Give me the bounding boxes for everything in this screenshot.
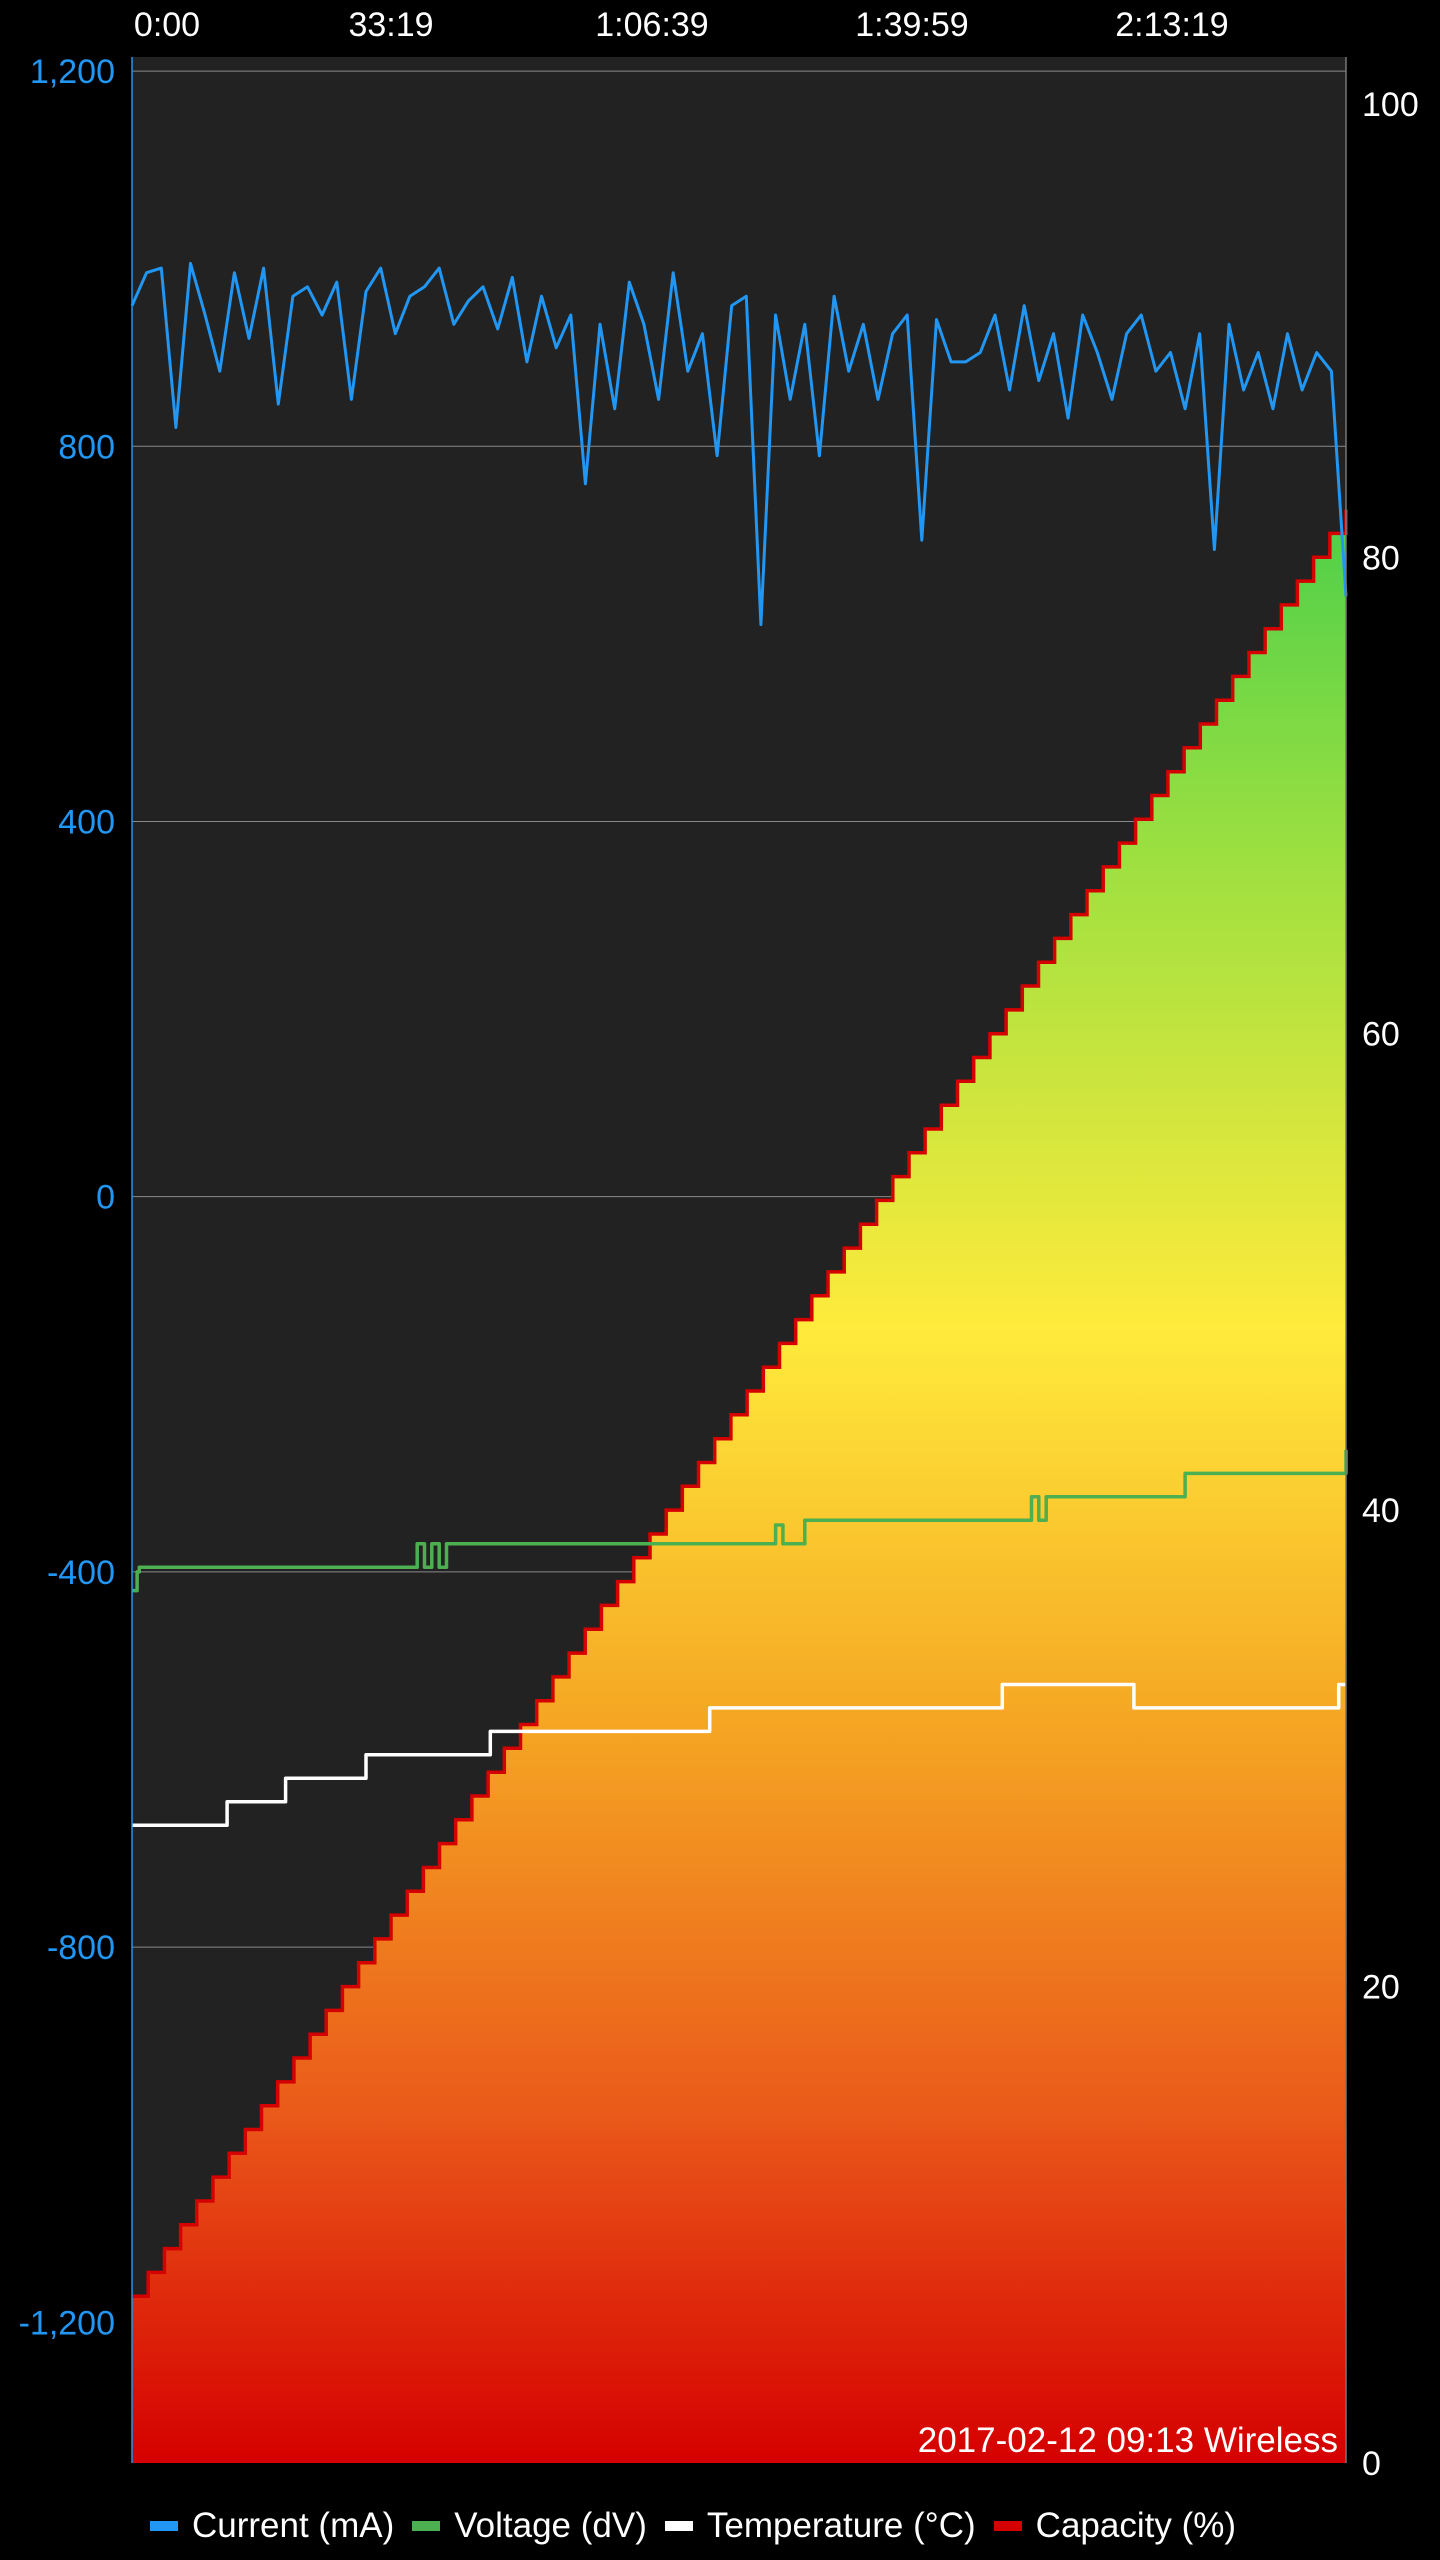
x-tick-label: 33:19 xyxy=(348,6,433,44)
x-tick-label: 1:39:59 xyxy=(855,6,968,44)
left-tick-label: 800 xyxy=(58,428,115,466)
left-tick-label: 1,200 xyxy=(30,53,115,91)
left-tick-label: 400 xyxy=(58,803,115,841)
left-tick-label: -800 xyxy=(47,1929,115,1967)
left-tick-label: -400 xyxy=(47,1554,115,1592)
legend-swatch-voltage xyxy=(412,2521,441,2531)
capacity-line xyxy=(132,509,1348,2298)
legend-swatch-temperature xyxy=(664,2521,693,2531)
legend-item-capacity: Capacity (%) xyxy=(993,2506,1236,2546)
legend-item-voltage: Voltage (dV) xyxy=(412,2506,647,2546)
legend-label-capacity: Capacity (%) xyxy=(1035,2506,1236,2545)
left-tick-label: -1,200 xyxy=(19,2304,115,2342)
right-tick-label: 60 xyxy=(1362,1016,1400,1054)
legend-swatch-capacity xyxy=(993,2521,1022,2531)
left-tick-label: 0 xyxy=(96,1179,115,1217)
line-series xyxy=(130,261,1348,1827)
right-axis-ticks: 100 80 60 40 20 0 xyxy=(1362,86,1419,2483)
right-tick-label: 100 xyxy=(1362,86,1419,124)
voltage-line xyxy=(132,1449,1348,1593)
capacity-area xyxy=(132,509,1346,2464)
x-tick-label: 0:00 xyxy=(134,6,200,44)
capacity-series xyxy=(132,509,1348,2464)
legend-item-temperature: Temperature (°C) xyxy=(664,2506,976,2546)
right-tick-label: 40 xyxy=(1362,1492,1400,1530)
x-axis-ticks: 0:00 33:19 1:06:39 1:39:59 2:13:19 xyxy=(134,6,1229,44)
x-tick-label: 1:06:39 xyxy=(595,6,708,44)
x-tick-label: 2:13:19 xyxy=(1115,6,1228,44)
left-axis-ticks: 1,200 800 400 0 -400 -800 -1,200 xyxy=(19,53,115,2342)
legend-label-voltage: Voltage (dV) xyxy=(454,2506,647,2545)
legend-item-current: Current (mA) xyxy=(150,2506,394,2546)
current-line xyxy=(130,261,1348,626)
legend-label-current: Current (mA) xyxy=(192,2506,395,2545)
chart-legend: Current (mA) Voltage (dV) Temperature (°… xyxy=(150,2498,1236,2554)
legend-label-temperature: Temperature (°C) xyxy=(706,2506,976,2545)
right-tick-label: 0 xyxy=(1362,2445,1381,2483)
right-tick-label: 80 xyxy=(1362,539,1400,577)
chart-stamp: 2017-02-12 09:13 Wireless xyxy=(918,2421,1338,2460)
battery-chart: 0:00 33:19 1:06:39 1:39:59 2:13:19 1,2008004… xyxy=(19,6,1419,2483)
temperature-line xyxy=(132,1682,1346,1827)
right-tick-label: 20 xyxy=(1362,1969,1400,2007)
legend-swatch-current xyxy=(150,2521,178,2531)
